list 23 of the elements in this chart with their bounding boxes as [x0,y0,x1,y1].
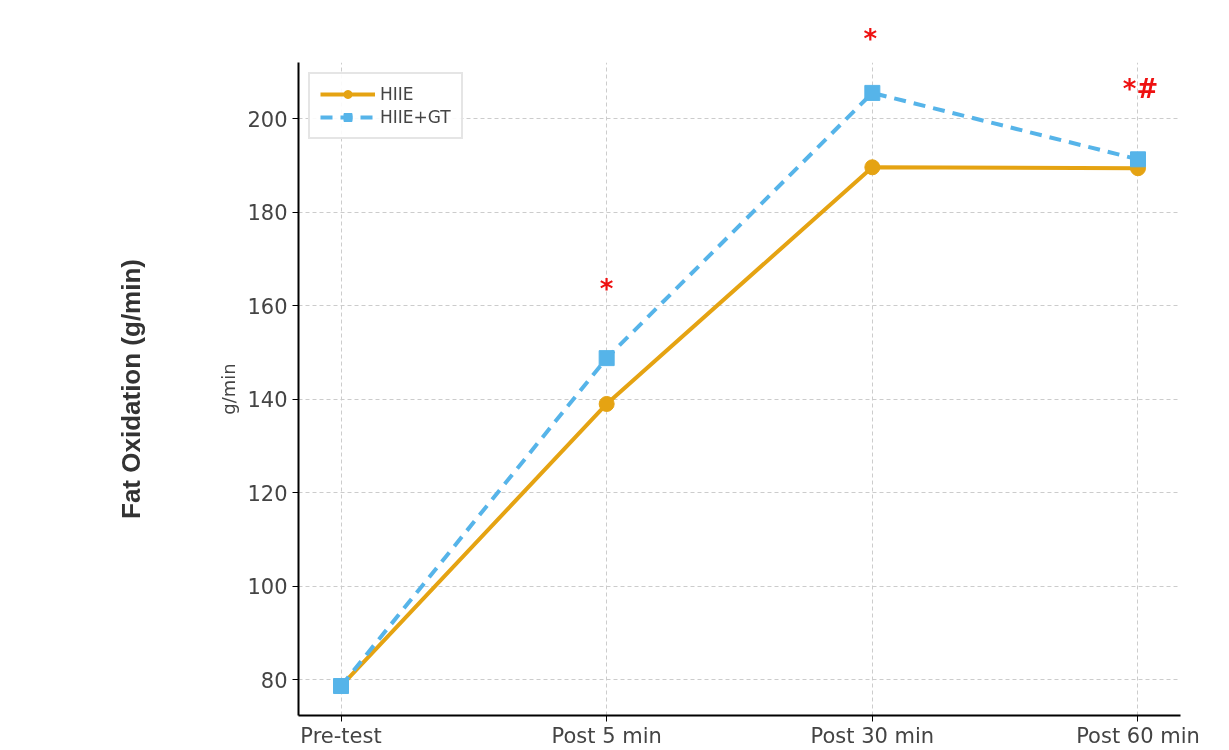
y-tick-label: 180 [247,201,288,226]
x-tick-label: Pre-test [300,723,382,748]
x-tick-label: Post 60 min [1076,723,1200,748]
x-tick-label: Post 30 min [810,723,935,748]
y-tick-label: 120 [247,481,288,506]
point [864,84,881,101]
point [864,159,881,176]
text: Fat Oxidation (g/min) [115,258,146,519]
text: * [863,23,878,54]
y-tick-label: 140 [247,388,288,413]
y-tick-label: 200 [247,107,288,132]
legend-label: HIIE [380,84,414,104]
y-tick-label: 160 [247,294,288,319]
point [598,395,615,412]
annotation: * [599,273,614,304]
x-tick-label: Post 5 min [551,723,662,748]
point [598,350,615,367]
y-tick-label: 100 [247,575,288,600]
y-axis-title: g/min [218,363,240,415]
annotation: *# [1122,73,1159,104]
point [1129,151,1146,168]
y-tick-label: 80 [260,668,288,693]
legend-label: HIIE+GT [380,107,451,127]
